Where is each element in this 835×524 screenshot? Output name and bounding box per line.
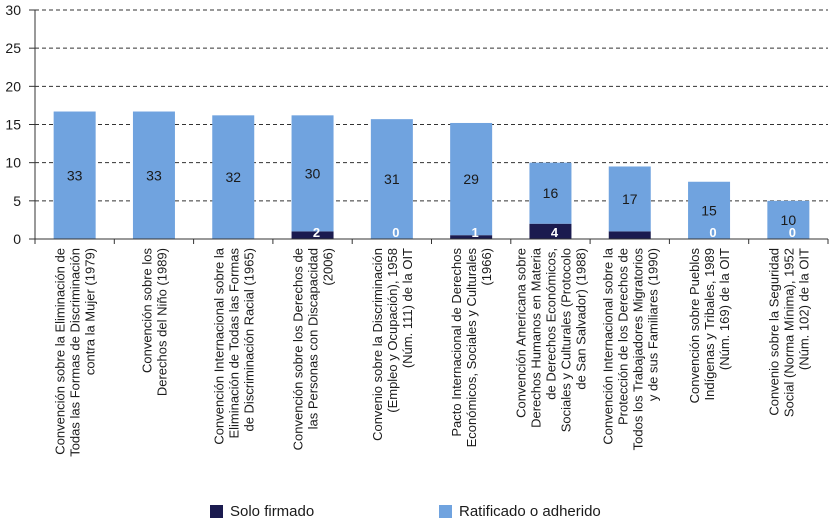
bar-ratificado (767, 200, 810, 239)
x-category-label-line: Convención Americana sobre (513, 248, 528, 418)
bar-label-ratificado: 16 (543, 185, 559, 201)
legend-swatch-ratificado (439, 504, 452, 518)
x-category-label-line: Convención sobre Pueblos (687, 248, 702, 404)
bar-ratificado (529, 162, 572, 224)
x-category-label-line: las Personas con Discapacidad (306, 248, 321, 429)
y-tick-label: 0 (13, 231, 21, 247)
y-axis-tick-labels: 0 5 10 15 20 25 30 (5, 2, 21, 247)
bar-solo-firmado (450, 235, 493, 239)
x-category-label-line: (Núm. 102) de la OIT (796, 248, 811, 370)
bars (53, 111, 810, 239)
x-category-label-line: (Núm. 169) de la OIT (717, 248, 732, 370)
x-category-label: Convención sobre los Derechos del Niño (1… (139, 248, 169, 397)
bar-ratificado (132, 111, 175, 239)
x-category-label-line: Convención sobre la Eliminación de (53, 248, 68, 455)
bar-label-ratificado: 33 (67, 167, 83, 183)
x-category-label: Convención Internacional sobre la Elimina… (211, 247, 256, 444)
y-tick-label: 30 (5, 2, 21, 18)
x-category-label-line: Convención Internacional sobre la (211, 247, 226, 444)
bar-ratificado (608, 166, 651, 232)
bar-label-solo-firmado: 2 (313, 225, 320, 240)
x-category-label-line: Convenio sobre la Discriminación (370, 248, 385, 441)
x-category-label-line: Convenio sobre la Seguridad (766, 248, 781, 416)
bar-label-ratificado: 32 (225, 169, 241, 185)
legend-item-solo-firmado: Solo firmado (210, 501, 314, 521)
bar-ratificado (450, 122, 493, 236)
x-category-label-line: Derechos Humanos en Materia (528, 247, 543, 428)
x-category-label: Convención sobre los Derechos de las Pers… (291, 248, 336, 450)
x-category-label-line: Todas las Formas de Discriminación (68, 248, 83, 457)
bar-ratificado (53, 111, 96, 239)
x-category-label: Convención sobre Pueblos Indígenas y Trib… (687, 248, 732, 404)
x-category-label-line: (Empleo y Ocupación), 1958 (385, 248, 400, 413)
x-category-label-line: (1966) (479, 248, 494, 286)
legend-item-ratificado: Ratificado o adherido (439, 501, 601, 521)
x-category-label-line: contra la Mujer (1979) (83, 248, 98, 375)
x-category-label: Convención sobre la Eliminación de Todas … (53, 248, 98, 457)
x-category-label-line: Protección de los Derechos de (615, 248, 630, 425)
x-category-label-line: (Núm. 111) de la OIT (400, 248, 415, 368)
bar-label-ratificado: 29 (463, 171, 479, 187)
bar-label-solo-firmado: 0 (789, 225, 796, 240)
x-category-label: Convención Internacional sobre la Protecc… (600, 247, 660, 450)
x-category-label-line: Sociales y Culturales (Protocolo (558, 248, 573, 432)
bar-ratificado (212, 115, 255, 239)
bar-ratificado (688, 181, 731, 239)
bar-ratificado (370, 119, 413, 239)
bar-solo-firmado (529, 223, 572, 239)
y-tick-label: 25 (5, 40, 21, 56)
x-category-label-line: de Derechos Económicos, (543, 248, 558, 400)
bar-label-solo-firmado: 0 (392, 225, 399, 240)
bar-label-ratificado: 30 (305, 165, 321, 181)
x-category-label-line: Convención sobre los Derechos de (291, 248, 306, 450)
bar-label-solo-firmado: 4 (551, 225, 559, 240)
legend-label-solo-firmado: Solo firmado (230, 502, 315, 520)
x-category-label-line: Convención Internacional sobre la (600, 247, 615, 444)
x-category-label-line: Pacto Internacional de Derechos (449, 248, 464, 437)
y-tick-label: 15 (5, 117, 21, 133)
x-category-label-line: de Discriminación Racial (1965) (241, 248, 256, 432)
legend-label-ratificado: Ratificado o adherido (459, 502, 601, 520)
x-category-label: Convenio sobre la Seguridad Social (Norma… (766, 248, 811, 417)
y-tick-label: 20 (5, 78, 21, 94)
y-tick-label: 5 (13, 193, 21, 209)
x-category-label: Convenio sobre la Discriminación (Empleo … (370, 248, 415, 441)
bar-label-solo-firmado: 0 (709, 225, 716, 240)
y-tick-label: 10 (5, 155, 21, 171)
x-category-label: Pacto Internacional de Derechos Económico… (449, 248, 494, 448)
legend-swatch-solo-firmado (210, 504, 223, 518)
x-category-label-line: Convención sobre los (139, 248, 154, 374)
x-axis-category-labels: Convención sobre la Eliminación de Todas … (53, 247, 812, 457)
x-category-label-line: (2006) (321, 248, 336, 286)
x-category-label-line: de San Salvador) (1988) (573, 248, 588, 390)
bar-label-ratificado: 15 (701, 202, 717, 218)
bar-label-ratificado: 10 (781, 212, 797, 228)
bar-label-solo-firmado: 1 (472, 225, 479, 240)
x-category-label-line: Económicos, Sociales y Culturales (464, 248, 479, 448)
bar-label-ratificado: 33 (146, 167, 162, 183)
x-category-label: Convención Americana sobre Derechos Human… (513, 247, 588, 432)
x-category-label-line: Derechos del Niño (1989) (154, 248, 169, 396)
axes (29, 9, 829, 244)
x-category-label-line: Eliminación de Todas las Formas (226, 248, 241, 439)
bar-label-ratificado: 17 (622, 191, 638, 207)
x-category-label-line: Indígenas y Tribales, 1989 (702, 248, 717, 401)
bar-solo-firmado (291, 231, 334, 239)
x-category-label-line: Social (Norma Mínima), 1952 (781, 248, 796, 417)
bar-solo-firmado (608, 231, 651, 239)
x-category-label-line: Todos los Trabajadores Migratorios (630, 248, 645, 451)
x-category-label-line: y de sus Familiares (1990) (645, 248, 660, 401)
bar-label-ratificado: 31 (384, 171, 400, 187)
bar-ratificado (291, 115, 334, 232)
